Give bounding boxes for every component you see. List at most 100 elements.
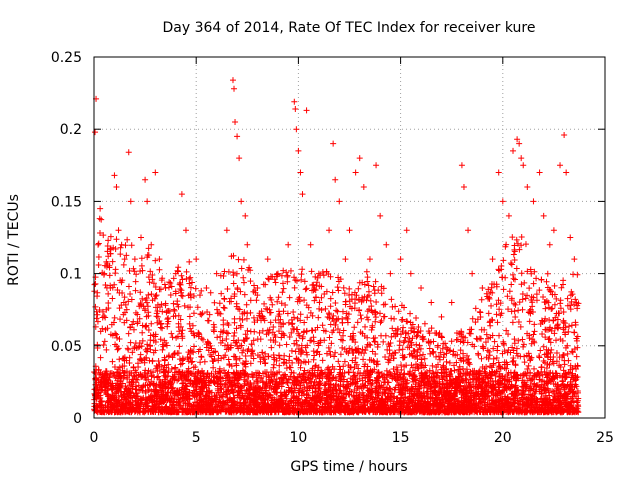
- data-point: [371, 338, 378, 345]
- data-point: [254, 317, 261, 324]
- data-point: [118, 407, 125, 414]
- data-point: [365, 282, 372, 289]
- data-point: [401, 304, 408, 311]
- data-point: [281, 332, 288, 339]
- data-point: [233, 270, 240, 277]
- data-point: [241, 291, 248, 298]
- data-point: [412, 361, 419, 368]
- data-point: [125, 330, 132, 337]
- data-point: [142, 354, 149, 361]
- data-point: [519, 306, 526, 313]
- data-point: [499, 274, 506, 281]
- data-point: [396, 342, 403, 349]
- data-point: [251, 282, 258, 289]
- data-point: [159, 308, 166, 315]
- data-point: [228, 363, 235, 370]
- data-point: [346, 347, 353, 354]
- data-point: [99, 314, 106, 321]
- data-point: [174, 408, 181, 415]
- data-point: [312, 374, 319, 381]
- data-point: [169, 354, 176, 361]
- data-point: [148, 320, 155, 327]
- data-point: [527, 356, 534, 363]
- data-point: [506, 408, 513, 415]
- data-point: [514, 352, 521, 359]
- data-point: [210, 321, 217, 328]
- data-point: [263, 404, 270, 411]
- data-point: [311, 297, 318, 304]
- data-point: [343, 406, 350, 413]
- data-point: [272, 317, 279, 324]
- data-point: [347, 398, 354, 405]
- data-point: [280, 267, 287, 274]
- data-point: [156, 317, 163, 324]
- data-point: [276, 311, 283, 318]
- data-point: [530, 331, 537, 338]
- data-point: [493, 283, 500, 290]
- data-point: [221, 268, 228, 275]
- data-point: [394, 330, 401, 337]
- data-point: [247, 328, 254, 335]
- data-point: [407, 310, 414, 317]
- data-point: [446, 347, 453, 354]
- data-point: [275, 308, 282, 315]
- data-point: [547, 288, 554, 295]
- data-point: [509, 234, 516, 241]
- data-point: [392, 303, 399, 310]
- data-point: [123, 368, 130, 375]
- data-point: [388, 296, 395, 303]
- data-point: [102, 282, 109, 289]
- data-point: [92, 370, 99, 377]
- data-point: [525, 350, 532, 357]
- data-point: [508, 261, 515, 268]
- data-point: [361, 293, 368, 300]
- data-point: [340, 284, 347, 291]
- data-point: [495, 266, 502, 273]
- data-point: [363, 297, 370, 304]
- data-point: [221, 296, 228, 303]
- data-point: [254, 292, 261, 299]
- data-point: [105, 290, 112, 297]
- data-point: [137, 351, 144, 358]
- data-point: [282, 302, 289, 309]
- data-point: [369, 348, 376, 355]
- data-point: [127, 290, 134, 297]
- data-point: [224, 320, 231, 327]
- data-point: [364, 334, 371, 341]
- data-point: [117, 316, 124, 323]
- data-point: [126, 359, 133, 366]
- data-point: [269, 394, 276, 401]
- data-point: [201, 358, 208, 365]
- data-point: [519, 291, 526, 298]
- data-point: [483, 331, 490, 338]
- data-point: [524, 268, 531, 275]
- data-point: [167, 280, 174, 287]
- data-point: [555, 310, 562, 317]
- data-point: [484, 293, 491, 300]
- data-point: [100, 232, 107, 239]
- data-point: [198, 311, 205, 318]
- data-point: [400, 324, 407, 331]
- data-point: [137, 289, 144, 296]
- data-point: [240, 337, 247, 344]
- data-point: [265, 353, 272, 360]
- data-point: [367, 297, 374, 304]
- data-point: [140, 394, 147, 401]
- data-point: [313, 349, 320, 356]
- data-point: [157, 286, 164, 293]
- data-point: [187, 274, 194, 281]
- data-point: [214, 310, 221, 317]
- data-point: [405, 330, 412, 337]
- data-point: [510, 347, 517, 354]
- data-point: [121, 354, 128, 361]
- data-point: [186, 258, 193, 265]
- data-point: [242, 331, 249, 338]
- data-point: [544, 270, 551, 277]
- data-point: [411, 354, 418, 361]
- data-point: [230, 252, 237, 259]
- data-point: [351, 300, 358, 307]
- data-point: [505, 306, 512, 313]
- data-point: [317, 339, 324, 346]
- data-point: [161, 357, 168, 364]
- data-point: [456, 330, 463, 337]
